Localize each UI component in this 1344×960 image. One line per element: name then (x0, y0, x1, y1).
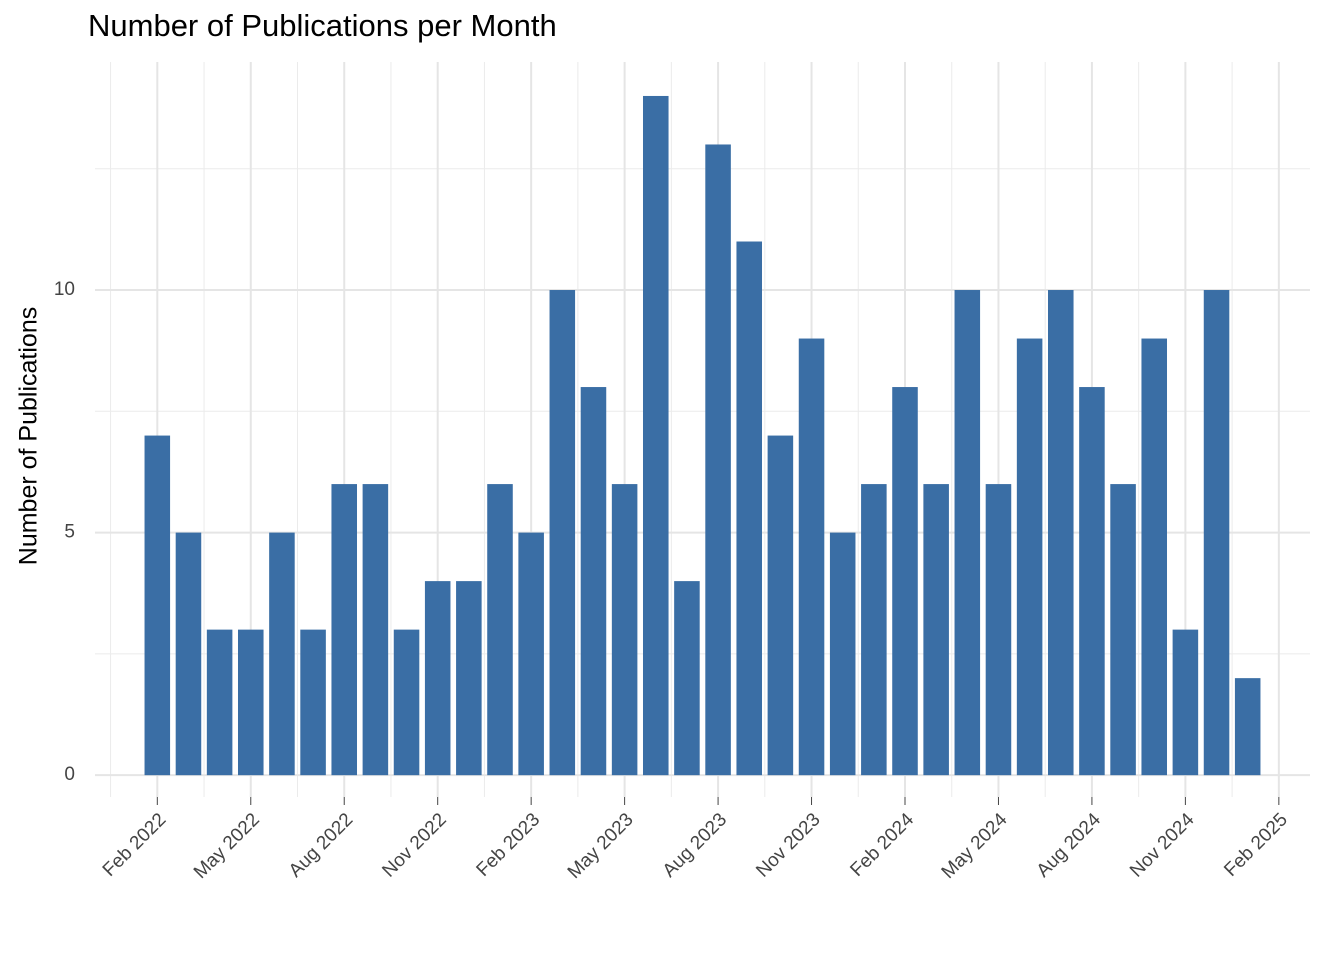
bar (923, 484, 949, 776)
y-tick-label: 0 (64, 764, 75, 785)
bar (487, 484, 513, 776)
x-tick-label: Feb 2024 (846, 809, 918, 881)
bar (1203, 290, 1230, 776)
x-tick-label: Nov 2023 (752, 809, 824, 881)
bar (549, 290, 576, 776)
x-tick-label: May 2024 (938, 809, 1012, 883)
bar (237, 629, 264, 776)
x-tick-label: Feb 2025 (1220, 809, 1292, 881)
bar (580, 387, 607, 776)
y-tick-label: 10 (54, 279, 75, 300)
bar (456, 581, 482, 776)
x-tick-label: Aug 2023 (659, 809, 731, 881)
bar (1141, 338, 1168, 776)
bar (269, 532, 295, 776)
y-axis-label: Number of Publications (15, 307, 43, 565)
bar (767, 435, 794, 776)
bar (892, 387, 918, 776)
x-tick-label: Aug 2022 (285, 809, 357, 881)
bar (300, 629, 326, 776)
bar (798, 338, 825, 776)
bar (518, 532, 544, 776)
x-tick-label: Nov 2024 (1126, 809, 1199, 882)
bar (611, 484, 638, 776)
bar (206, 629, 233, 776)
bar (954, 290, 981, 776)
bar (393, 629, 420, 776)
bar (736, 241, 763, 776)
x-tick-label: May 2023 (564, 809, 638, 883)
x-tick-label: Aug 2024 (1033, 809, 1106, 882)
bar (829, 532, 856, 776)
bar (175, 532, 202, 776)
x-tick-label: Nov 2022 (378, 809, 450, 881)
bar (1047, 290, 1074, 776)
bar (362, 484, 389, 776)
x-tick-label: Feb 2023 (473, 809, 545, 881)
y-tick-label: 5 (64, 522, 75, 543)
bar (985, 484, 1012, 776)
bar (424, 581, 451, 776)
bar (331, 484, 358, 776)
bar (1172, 629, 1199, 776)
bar (705, 144, 731, 776)
bar (861, 484, 887, 776)
bar (1016, 338, 1043, 776)
bar (642, 95, 669, 776)
x-tick-label: Feb 2022 (99, 809, 171, 881)
bar (674, 581, 700, 776)
bar (1110, 484, 1136, 776)
bar (1234, 678, 1261, 776)
chart-title: Number of Publications per Month (88, 8, 557, 43)
bar (144, 435, 171, 776)
bar (1079, 387, 1105, 776)
x-tick-label: May 2022 (190, 809, 264, 883)
